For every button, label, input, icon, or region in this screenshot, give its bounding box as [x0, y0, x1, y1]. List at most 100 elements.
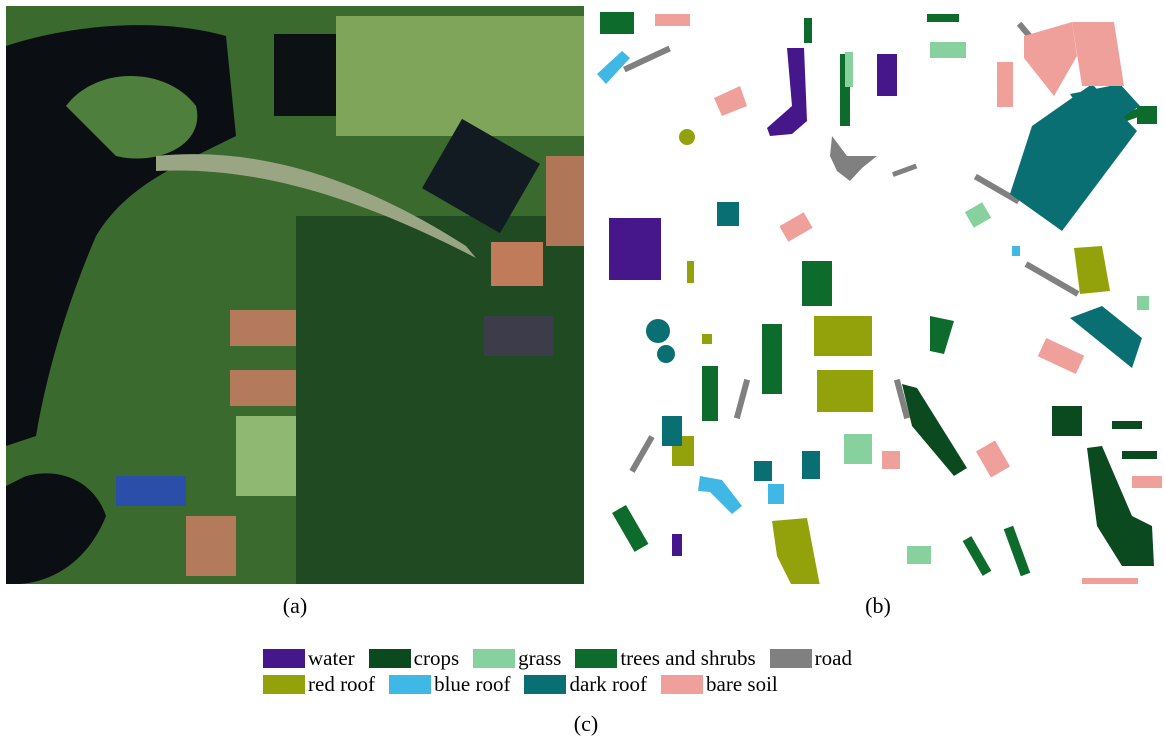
region-trees	[702, 366, 718, 421]
region-dark-roof	[717, 202, 739, 226]
legend-swatch-crops	[368, 648, 411, 668]
legend-label-grass: grass	[518, 645, 562, 670]
legend-swatch-dark-roof	[524, 674, 567, 694]
region-red-roof	[1074, 246, 1110, 294]
region-trees	[927, 14, 959, 22]
region-road	[629, 435, 655, 473]
legend-swatch-road	[769, 648, 812, 668]
legend-swatch-bare-soil	[661, 674, 704, 694]
legend-item-water: water	[263, 646, 355, 671]
legend-label-red-roof: red roof	[308, 671, 376, 696]
region-crops	[902, 384, 967, 476]
region-trees	[962, 536, 992, 576]
region-trees	[840, 54, 850, 126]
region-bare-soil	[975, 440, 1011, 478]
legend-swatch-trees	[575, 648, 618, 668]
legend-swatch-grass	[473, 648, 516, 668]
region-dark-roof	[662, 416, 682, 446]
region-grass	[930, 42, 966, 58]
region-blue-roof	[768, 484, 784, 504]
legend-label-dark-roof: dark roof	[569, 671, 648, 696]
region-trees	[802, 261, 832, 306]
region-road	[893, 378, 911, 420]
region-bare-soil	[779, 212, 813, 242]
region-road	[733, 378, 751, 420]
caption-b: (b)	[865, 593, 891, 618]
legend-item-blue-roof: blue roof	[389, 672, 510, 697]
region-crops	[1052, 406, 1082, 436]
region-dark-roof	[1070, 306, 1142, 368]
region-grass	[1137, 296, 1149, 310]
region-bare-soil	[997, 62, 1013, 107]
legend-item-crops: crops	[368, 645, 460, 671]
caption-c: (c)	[573, 711, 599, 736]
legend-label-water: water	[308, 645, 355, 670]
ground-truth-map	[597, 12, 1162, 584]
legend-label-road: road	[814, 645, 852, 670]
region-bare-soil	[1024, 22, 1077, 96]
legend-row-2: red roof blue roof dark roof bare soil	[263, 671, 963, 697]
region-water	[672, 534, 682, 556]
caption-a: (a)	[282, 593, 308, 618]
legend-swatch-water	[263, 648, 305, 668]
region-road	[623, 45, 671, 73]
legend-item-grass: grass	[473, 646, 561, 671]
region-bare-soil	[655, 14, 690, 26]
region-dark-roof	[657, 345, 675, 363]
region-dark-roof	[802, 451, 820, 479]
region-red-roof	[817, 370, 873, 412]
region-grass	[844, 434, 872, 464]
region-trees	[1003, 525, 1031, 577]
legend-label-crops: crops	[413, 645, 460, 670]
region-water	[767, 48, 807, 136]
region-red-roof	[679, 129, 695, 145]
legend-swatch-blue-roof	[389, 674, 432, 694]
region-bare-soil	[882, 451, 900, 469]
region-red-roof	[687, 261, 694, 283]
region-trees	[930, 316, 954, 354]
legend-item-red-roof: red roof	[263, 672, 375, 697]
region-blue-roof	[698, 476, 742, 514]
legend-item-trees: trees and shrubs	[575, 645, 756, 671]
region-trees	[612, 504, 649, 552]
region-red-roof	[772, 518, 820, 584]
region-grass	[845, 52, 853, 87]
legend-label-trees: trees and shrubs	[620, 645, 756, 670]
region-crops	[1112, 421, 1142, 429]
region-red-roof	[702, 334, 712, 344]
legend-row-1: water crops grass trees and shrubs road	[263, 645, 963, 671]
region-dark-roof	[1070, 84, 1140, 134]
legend-item-bare-soil: bare soil	[661, 672, 778, 697]
legend-item-road: road	[769, 645, 852, 671]
region-grass	[964, 202, 992, 228]
region-grass	[907, 546, 931, 564]
legend-item-dark-roof: dark roof	[524, 672, 647, 697]
region-trees	[600, 12, 634, 34]
region-dark-roof	[754, 461, 772, 481]
region-road	[973, 173, 1021, 205]
aerial-image-panel	[6, 6, 584, 584]
region-crops	[1087, 446, 1154, 566]
legend: water crops grass trees and shrubs road …	[263, 645, 963, 697]
region-bare-soil	[1037, 338, 1085, 374]
region-water	[609, 218, 661, 280]
region-road	[1024, 261, 1080, 297]
ground-truth-panel	[592, 6, 1164, 584]
region-road	[830, 136, 877, 181]
legend-swatch-red-roof	[263, 674, 305, 694]
region-trees	[804, 18, 812, 43]
aerial-image	[6, 6, 584, 584]
region-bare-soil	[1132, 476, 1162, 488]
legend-label-blue-roof: blue roof	[434, 671, 511, 696]
region-road	[892, 163, 918, 177]
region-blue-roof	[1012, 246, 1020, 256]
legend-label-bare-soil: bare soil	[706, 671, 778, 696]
region-water	[877, 54, 897, 96]
region-bare-soil	[1072, 22, 1124, 86]
region-dark-roof	[646, 319, 670, 343]
region-bare-soil	[714, 86, 747, 116]
region-crops	[1122, 451, 1157, 459]
region-blue-roof	[597, 51, 630, 84]
region-bare-soil	[1082, 578, 1138, 584]
region-red-roof	[814, 316, 872, 356]
